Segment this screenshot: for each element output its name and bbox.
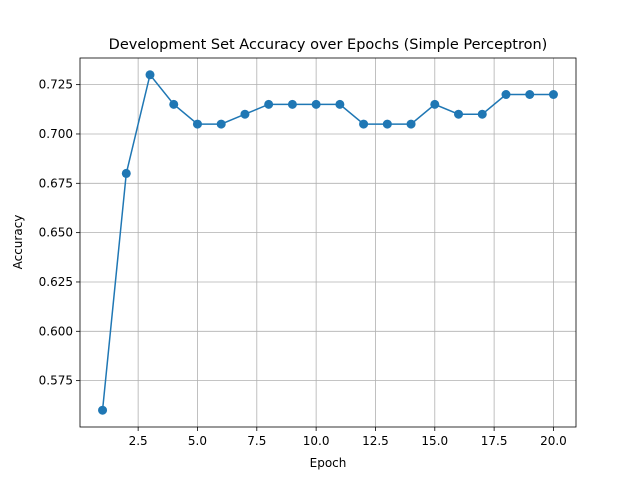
x-tick-label: 15.0 (421, 434, 448, 448)
x-tick-label: 2.5 (129, 434, 148, 448)
y-tick-label: 0.650 (39, 226, 73, 240)
data-point (454, 109, 464, 119)
data-point (98, 405, 108, 415)
data-point (192, 119, 202, 129)
data-point (382, 119, 392, 129)
x-tick-label: 7.5 (247, 434, 266, 448)
data-point (359, 119, 369, 129)
data-point (240, 109, 250, 119)
data-point (311, 99, 321, 109)
x-tick-label: 5.0 (188, 434, 207, 448)
plot-frame (79, 57, 577, 428)
data-point (335, 99, 345, 109)
data-point (287, 99, 297, 109)
y-tick-label: 0.625 (39, 275, 73, 289)
series-line (101, 73, 554, 411)
x-tick-label: 20.0 (540, 434, 567, 448)
y-tick-label: 0.575 (39, 374, 73, 388)
x-axis-label: Epoch (310, 456, 347, 470)
x-tick-label: 10.0 (303, 434, 330, 448)
data-point (264, 99, 274, 109)
data-point (216, 119, 226, 129)
grid-layer (80, 58, 576, 427)
data-point (145, 70, 155, 80)
y-tick-label: 0.600 (39, 324, 73, 338)
y-tick-label: 0.725 (39, 78, 73, 92)
data-point (525, 90, 535, 100)
data-point (121, 168, 131, 178)
data-point (430, 99, 440, 109)
data-point (406, 119, 416, 129)
chart-title: Development Set Accuracy over Epochs (Si… (109, 37, 548, 53)
series-layer (98, 70, 558, 415)
y-tick-label: 0.675 (39, 176, 73, 190)
tick-layer: 2.5 5.0 7.5 10.0 12.5 15.0 17.5 20.0 0.575 0.600 0… (39, 78, 567, 448)
data-point (548, 90, 558, 100)
y-axis-label: Accuracy (11, 215, 25, 270)
data-point (169, 99, 179, 109)
data-point (477, 109, 487, 119)
x-tick-label: 17.5 (481, 434, 508, 448)
x-tick-label: 12.5 (362, 434, 389, 448)
data-point (501, 90, 511, 100)
y-tick-label: 0.700 (39, 127, 73, 141)
